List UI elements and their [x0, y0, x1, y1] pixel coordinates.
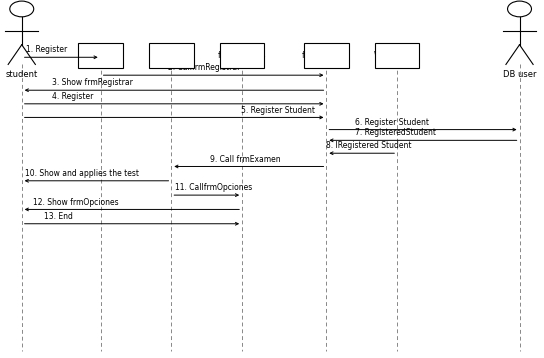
Text: 6. Register Student: 6. Register Student: [355, 118, 429, 127]
Text: 11. CallfrmOpciones: 11. CallfrmOpciones: [175, 183, 252, 192]
Text: 13. End: 13. End: [44, 212, 73, 221]
Text: frmOpciones: frmOpciones: [218, 51, 267, 60]
Text: 9. Call frmExamen: 9. Call frmExamen: [210, 155, 281, 164]
Text: 7. RegisteredStudent: 7. RegisteredStudent: [355, 129, 436, 137]
Text: WSLearning: WSLearning: [374, 51, 420, 60]
Text: 4. Register: 4. Register: [52, 92, 94, 101]
Circle shape: [508, 1, 531, 17]
Text: 3. Show frmRegistrar: 3. Show frmRegistrar: [52, 78, 133, 87]
Text: frmRegistrar: frmRegistrar: [302, 51, 350, 60]
Text: 1. Register: 1. Register: [26, 45, 67, 54]
Bar: [149, 43, 194, 68]
Text: 2. CallfrmRegistrar: 2. CallfrmRegistrar: [169, 63, 241, 72]
Bar: [375, 43, 419, 68]
Text: 5. Register Student: 5. Register Student: [241, 106, 315, 115]
Circle shape: [10, 1, 34, 17]
Text: frmLogin: frmLogin: [84, 51, 118, 60]
Text: 10. Show and applies the test: 10. Show and applies the test: [25, 169, 139, 178]
Text: student: student: [5, 70, 38, 79]
Bar: [78, 43, 123, 68]
Text: frmExamen: frmExamen: [149, 51, 194, 60]
Text: DB user: DB user: [503, 70, 536, 79]
Text: 12. Show frmOpciones: 12. Show frmOpciones: [33, 198, 119, 207]
Bar: [220, 43, 264, 68]
Bar: [304, 43, 349, 68]
Text: 8. IRegistered Student: 8. IRegistered Student: [326, 141, 412, 150]
